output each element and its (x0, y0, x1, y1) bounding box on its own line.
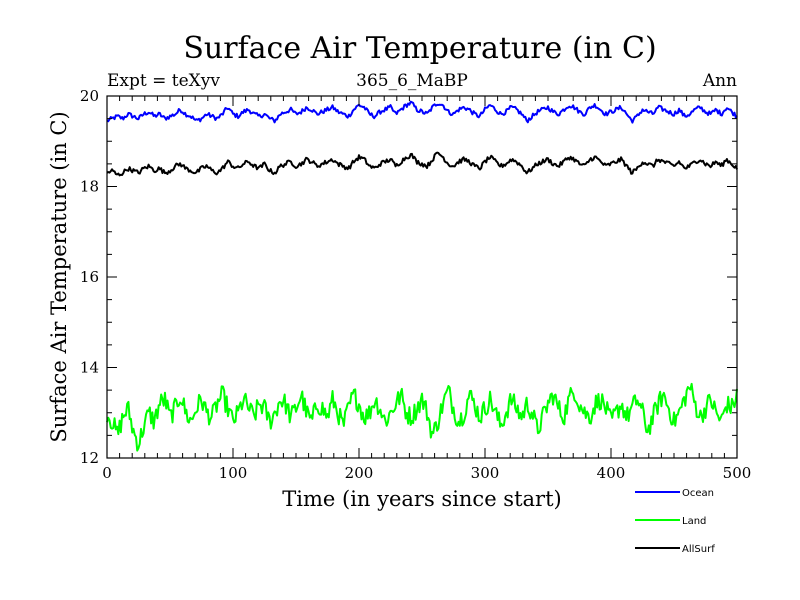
axis-ticks (106, 95, 738, 459)
series-line-allsurf (106, 151, 738, 177)
y-tick-label: 12 (80, 449, 99, 467)
experiment-label: Expt = teXyv (107, 71, 220, 91)
x-tick-label: 400 (597, 464, 626, 482)
legend-label-land: Land (682, 516, 706, 527)
x-axis-label: Time (in years since start) (282, 487, 561, 511)
x-tick-label: 200 (345, 464, 374, 482)
legend: Ocean Land AllSurf (635, 488, 715, 555)
y-tick-label: 18 (80, 178, 99, 196)
y-tick-label: 20 (80, 87, 99, 105)
y-axis-label: Surface Air Temperature (in C) (47, 111, 71, 442)
x-tick-label: 100 (219, 464, 248, 482)
x-tick-label: 0 (102, 464, 112, 482)
x-tick-label: 300 (471, 464, 500, 482)
series-line-land (106, 382, 738, 452)
season-label: Ann (702, 71, 737, 91)
y-tick-label: 16 (80, 268, 99, 286)
series-layer (106, 100, 738, 452)
chart-title: Surface Air Temperature (in C) (183, 31, 656, 66)
axis-tick-labels: 0 100 200 300 400 500 12 14 16 18 20 (80, 87, 751, 482)
y-tick-label: 14 (80, 359, 99, 377)
period-label: 365_6_MaBP (356, 71, 468, 91)
legend-label-ocean: Ocean (682, 488, 714, 499)
legend-label-allsurf: AllSurf (682, 544, 715, 555)
series-line-ocean (106, 100, 738, 124)
x-tick-label: 500 (723, 464, 752, 482)
